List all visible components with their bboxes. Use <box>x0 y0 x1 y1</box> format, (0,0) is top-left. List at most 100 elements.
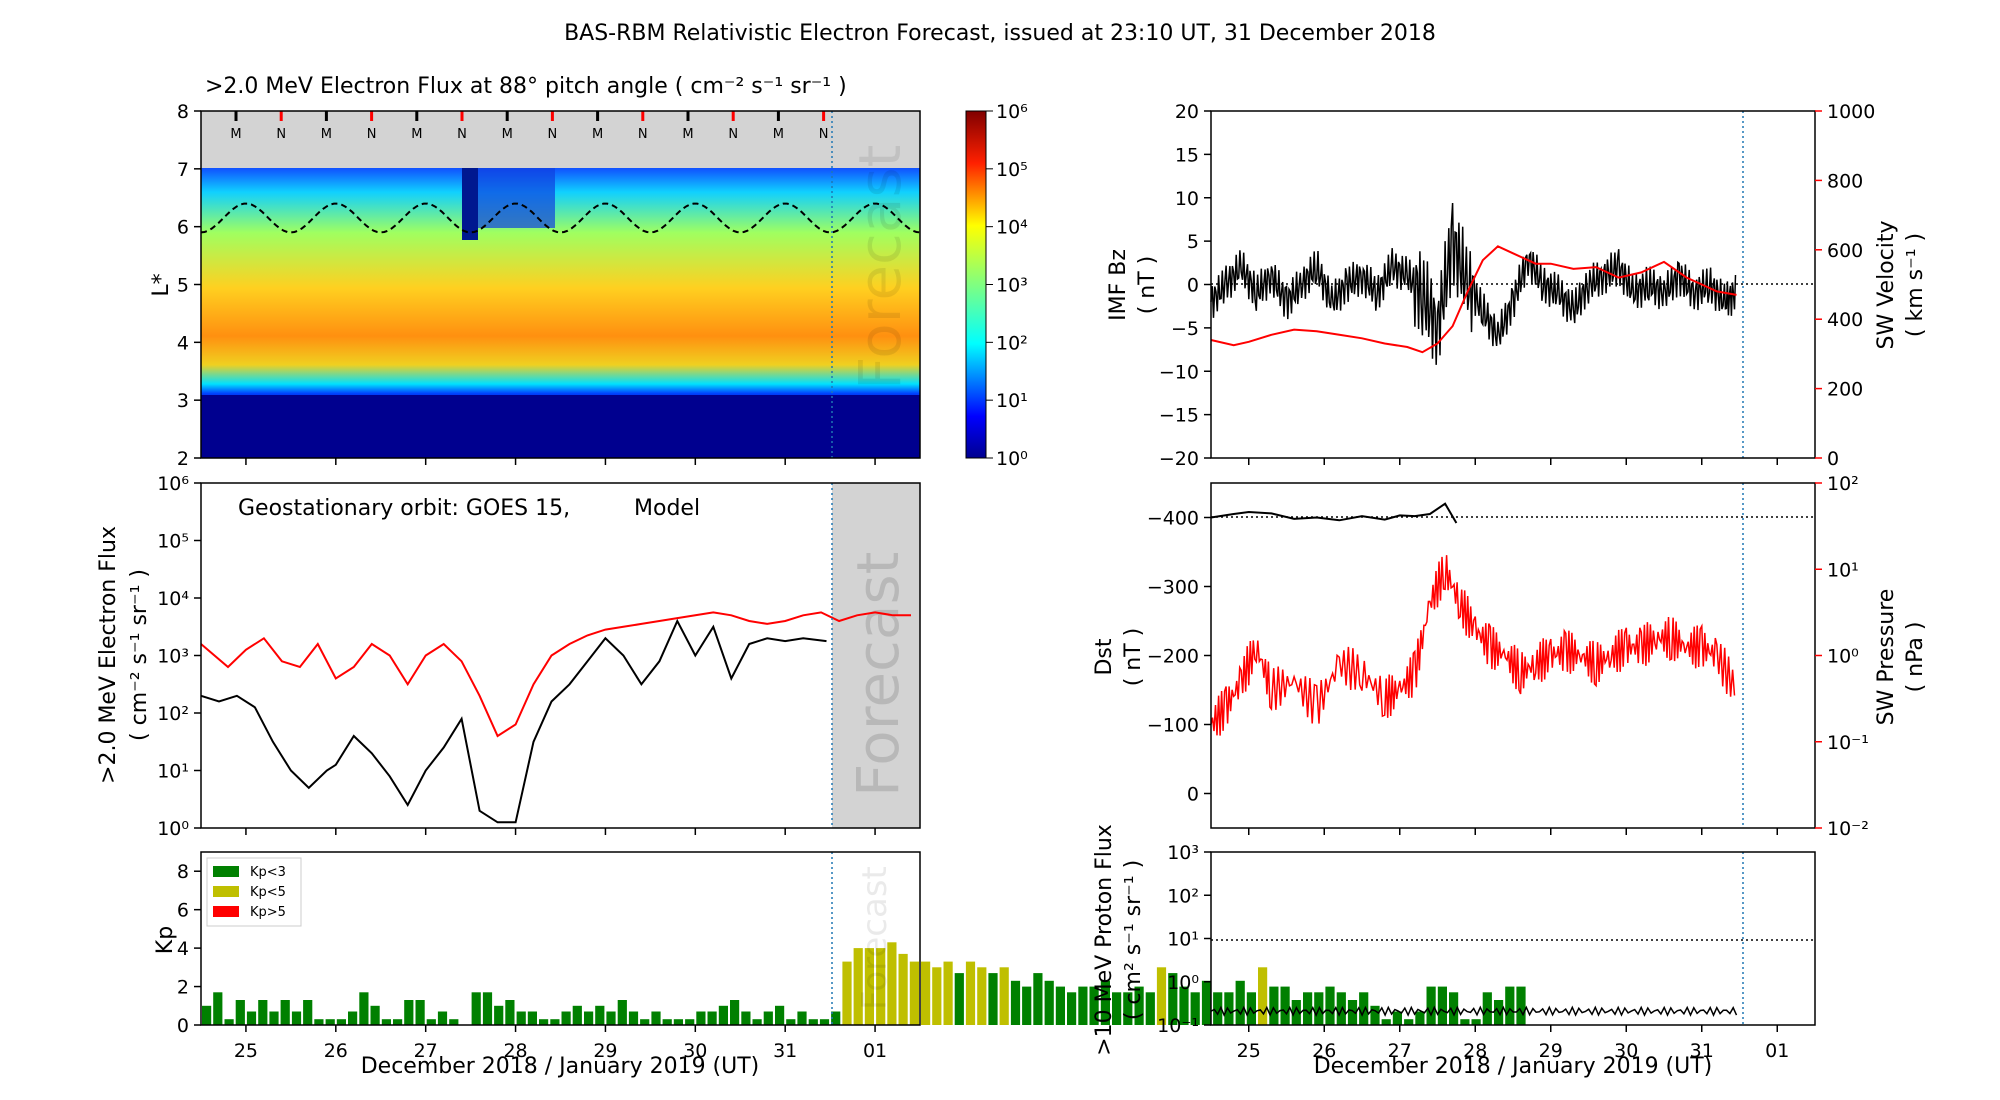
dst-ylabel: Dst <box>1092 638 1117 675</box>
kp-bar <box>1426 986 1436 1025</box>
kp-yaxis: 0 2 4 6 8 <box>177 861 201 1037</box>
proton-ylabel: >10 MeV Proton Flux <box>1092 824 1117 1056</box>
kp-bar <box>415 1000 425 1025</box>
kp-bar <box>494 1005 504 1025</box>
imf-panel: −20 −15 −10 −5 0 5 10 15 20 0 200 400 600 800 1000 IM… <box>1106 101 1928 470</box>
kp-bar <box>1123 992 1133 1025</box>
y-tick-label: 200 <box>1827 379 1863 401</box>
y-tick-label: 10⁻² <box>1827 818 1869 840</box>
kp-bar <box>741 1011 751 1025</box>
x-tick-label: 25 <box>234 1040 258 1062</box>
y-tick-label: −10 <box>1159 361 1199 383</box>
y-tick-label: 7 <box>177 159 189 181</box>
kp-bar <box>213 992 223 1025</box>
orbit-label: M <box>321 127 332 142</box>
kp-bar <box>1437 986 1447 1025</box>
imf-xaxis-ticks <box>1248 458 1778 465</box>
kp-legend-swatch-high <box>213 906 239 917</box>
kp-bar <box>853 948 863 1025</box>
kp-bar <box>1415 1011 1425 1025</box>
kp-legend-swatch-mid <box>213 886 239 897</box>
y-tick-label: −200 <box>1147 646 1199 668</box>
kp-bar <box>280 1000 290 1025</box>
x-tick-label: 27 <box>414 1040 438 1062</box>
imf-bz-line <box>1210 202 1737 365</box>
kp-bar <box>819 1019 830 1025</box>
kp-bar <box>1516 986 1526 1025</box>
lstar-storm-core <box>462 168 478 240</box>
y-tick-label: 600 <box>1827 240 1863 262</box>
kp-bar <box>258 1000 268 1025</box>
colorbar-tick-label: 10³ <box>996 275 1028 297</box>
y-tick-label: 10⁰ <box>1167 972 1199 994</box>
kp-bar <box>1134 986 1144 1025</box>
kp-bar <box>269 1011 279 1025</box>
kp-bar <box>685 1019 695 1025</box>
orbit-label: M <box>502 127 513 142</box>
kp-bar <box>550 1019 560 1025</box>
y-tick-label: −15 <box>1159 405 1199 427</box>
colorbar-tick-label: 10⁴ <box>996 217 1028 239</box>
sw-velocity-unit: ( km s⁻¹ ) <box>1903 233 1928 337</box>
kp-bar <box>1449 992 1459 1025</box>
y-tick-label: 8 <box>177 861 189 883</box>
x-tick-label: 01 <box>1765 1040 1789 1062</box>
kp-bar <box>775 1005 785 1025</box>
geo-title: Geostationary orbit: GOES 15, <box>238 496 570 521</box>
proton-flux-line <box>1210 1005 1738 1017</box>
y-tick-label: 10² <box>1167 885 1199 907</box>
kp-bar <box>1505 986 1515 1025</box>
y-tick-label: 10 <box>1175 188 1199 210</box>
kp-bar <box>426 1019 436 1025</box>
x-tick-label: 30 <box>683 1040 707 1062</box>
kp-bar <box>718 1005 728 1025</box>
kp-bar <box>325 1019 335 1025</box>
y-tick-label: 2 <box>177 448 189 470</box>
kp-bar <box>1033 973 1043 1025</box>
kp-bar <box>730 1000 740 1025</box>
kp-bar <box>1179 986 1189 1025</box>
kp-bar <box>943 961 953 1025</box>
orbit-label: N <box>548 127 558 142</box>
colorbar-tick-label: 10⁵ <box>996 159 1028 181</box>
sw-pressure-unit: ( nPa ) <box>1903 622 1928 693</box>
lstar-colorbar <box>965 110 987 459</box>
y-tick-label: −20 <box>1159 448 1199 470</box>
kp-bar <box>516 1011 526 1025</box>
y-tick-label: 0 <box>177 1015 189 1037</box>
x-tick-label: 26 <box>1312 1040 1336 1062</box>
x-tick-label: 28 <box>503 1040 527 1062</box>
orbit-label: M <box>773 127 784 142</box>
dst-xaxis-ticks <box>1248 828 1778 835</box>
kp-bar <box>1381 1019 1391 1025</box>
kp-bar <box>628 1011 639 1025</box>
lstar-ylabel: L* <box>149 273 174 296</box>
orbit-label: M <box>682 127 693 142</box>
sw-velocity-line <box>1210 245 1737 354</box>
x-tick-label: 25 <box>1237 1040 1261 1062</box>
kp-bar <box>1145 992 1155 1025</box>
sw-pressure-line <box>1210 555 1736 736</box>
kp-bar <box>1067 992 1077 1025</box>
y-tick-label: 1000 <box>1827 101 1875 123</box>
kp-bar <box>842 961 852 1025</box>
kp-bar <box>606 1011 616 1025</box>
y-tick-label: 0 <box>1187 784 1199 806</box>
kp-bar <box>1055 986 1065 1025</box>
sw-pressure-label: SW Pressure <box>1874 589 1899 726</box>
kp-bar <box>898 953 908 1025</box>
kp-bar <box>1370 1005 1380 1025</box>
kp-bar <box>977 967 987 1025</box>
kp-bar <box>1089 986 1099 1025</box>
imf-yaxis: −20 −15 −10 −5 0 5 10 15 20 <box>1159 101 1211 470</box>
kp-bar <box>1112 992 1122 1025</box>
y-tick-label: −300 <box>1147 577 1199 599</box>
kp-frame <box>200 851 921 1026</box>
figure-title: BAS-RBM Relativistic Electron Forecast, … <box>564 21 1436 46</box>
kp-bar <box>561 1011 571 1025</box>
kp-bar <box>965 961 976 1025</box>
kp-bar <box>1392 1011 1402 1025</box>
kp-bar <box>1404 1019 1414 1025</box>
orbit-label: N <box>819 127 829 142</box>
